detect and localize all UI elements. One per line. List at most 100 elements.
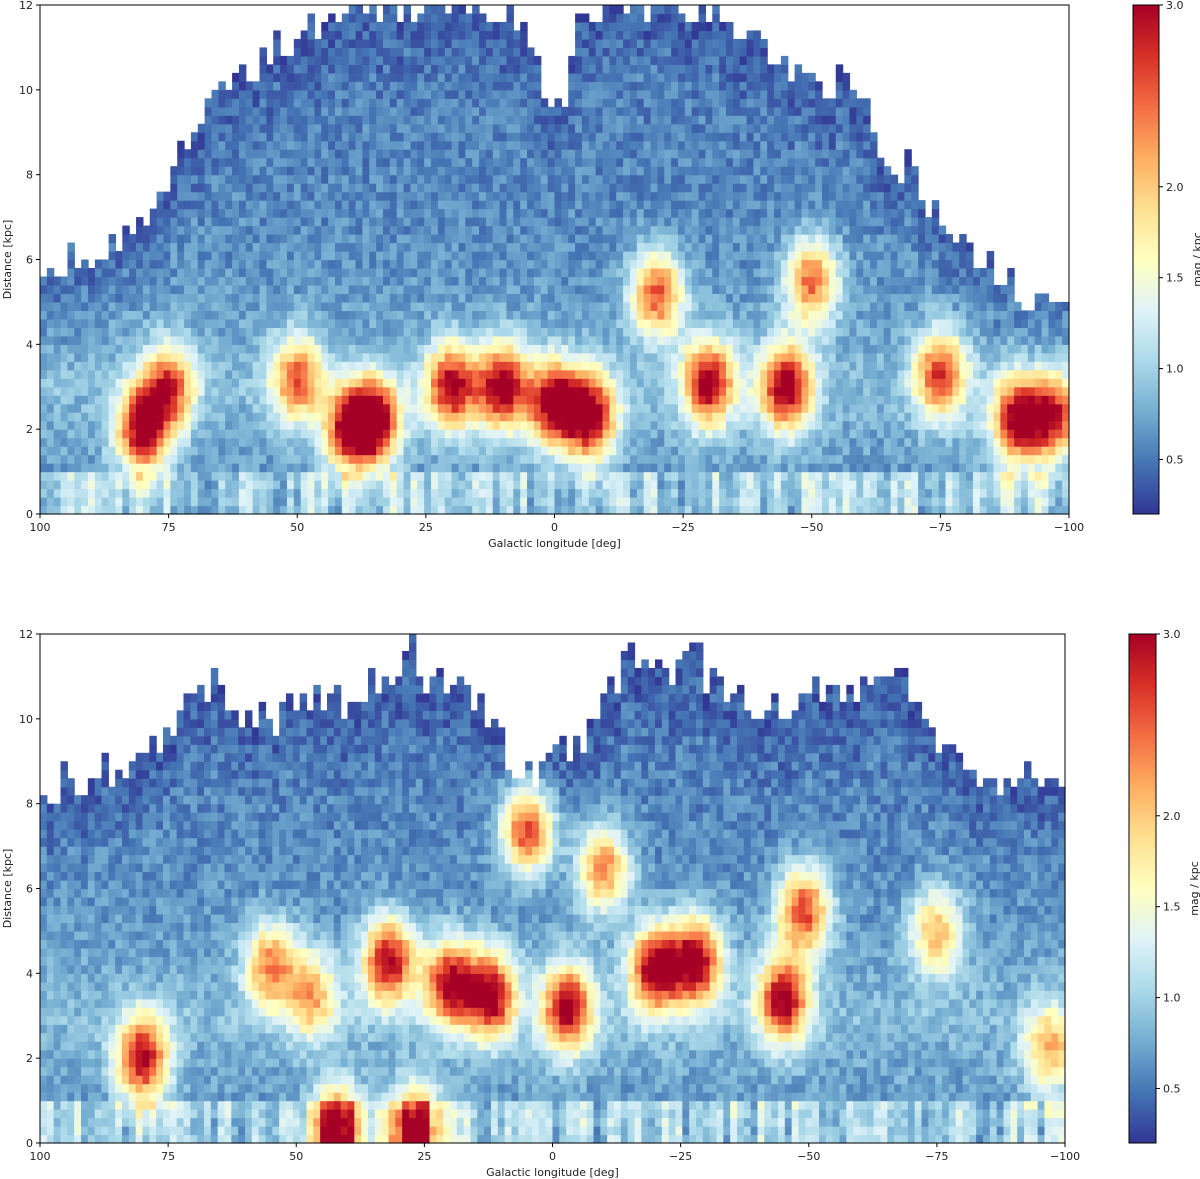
heatmap-cell [280, 352, 288, 362]
heatmap-cell [410, 217, 418, 227]
heatmap-cell [451, 166, 460, 176]
heatmap-cell [465, 446, 473, 456]
heatmap-cell [204, 157, 213, 167]
heatmap-cell [81, 259, 89, 269]
heatmap-cell [671, 327, 679, 337]
heatmap-cell [170, 369, 178, 379]
heatmap-cell [369, 369, 377, 379]
heatmap-cell [506, 335, 514, 345]
heatmap-cell [629, 47, 638, 57]
heatmap-cell [362, 454, 370, 464]
heatmap-cell [465, 335, 473, 345]
heatmap-cell [465, 115, 473, 125]
heatmap-cell [568, 106, 576, 116]
heatmap-cell [616, 284, 624, 295]
heatmap-cell [273, 47, 281, 57]
heatmap-cell [245, 429, 254, 439]
heatmap-cell [396, 344, 405, 354]
heatmap-cell [527, 123, 535, 133]
heatmap-cell [238, 352, 247, 362]
heatmap-cell [122, 446, 130, 456]
heatmap-cell [533, 72, 542, 82]
heatmap-cell [479, 412, 487, 422]
heatmap-cell [616, 259, 624, 269]
heatmap-cell [314, 403, 322, 413]
heatmap-cell [46, 471, 55, 481]
heatmap-cell [595, 352, 604, 362]
heatmap-cell [273, 284, 281, 295]
heatmap-cell [513, 403, 521, 413]
heatmap-cell [581, 115, 590, 125]
heatmap-cell [362, 81, 370, 91]
heatmap-cell [293, 386, 302, 396]
heatmap-cell [389, 386, 398, 396]
heatmap-cell [300, 369, 309, 379]
heatmap-cell [527, 267, 535, 278]
heatmap-cell [369, 361, 377, 371]
heatmap-cell [629, 149, 638, 159]
heatmap-cell [561, 403, 569, 413]
heatmap-cell [650, 64, 658, 74]
heatmap-cell [403, 166, 412, 176]
heatmap-cell [417, 386, 425, 396]
heatmap-cell [472, 480, 480, 490]
heatmap-cell [575, 446, 583, 456]
heatmap-cell [307, 259, 315, 269]
heatmap-cell [431, 267, 439, 278]
heatmap-cell [410, 115, 418, 125]
heatmap-cell [211, 480, 219, 490]
heatmap-cell [389, 488, 398, 498]
heatmap-cell [245, 259, 254, 269]
heatmap-cell [67, 437, 75, 447]
heatmap-cell [403, 378, 412, 388]
heatmap-cell [245, 420, 254, 430]
heatmap-cell [177, 140, 185, 150]
heatmap-cell [46, 403, 55, 413]
heatmap-cell [479, 174, 487, 184]
heatmap-cell [383, 166, 391, 176]
heatmap-cell [328, 225, 336, 235]
heatmap-cell [609, 89, 617, 99]
heatmap-cell [684, 327, 693, 337]
heatmap-cell [650, 191, 658, 201]
heatmap-cell [396, 132, 405, 142]
heatmap-cell [286, 208, 295, 218]
heatmap-cell [362, 378, 370, 388]
heatmap-cell [334, 38, 343, 49]
heatmap-cell [636, 284, 645, 295]
heatmap-cell [561, 344, 569, 354]
heatmap-cell [499, 386, 508, 396]
heatmap-cell [451, 64, 460, 74]
heatmap-cell [383, 446, 391, 456]
heatmap-cell [527, 463, 535, 473]
heatmap-cell [554, 123, 562, 133]
heatmap-cell [389, 284, 398, 295]
heatmap-cell [170, 361, 178, 371]
heatmap-cell [691, 30, 700, 40]
heatmap-cell [280, 157, 288, 167]
heatmap-cell [142, 395, 151, 405]
heatmap-cell [252, 454, 261, 464]
heatmap-cell [94, 267, 103, 278]
heatmap-cell [616, 64, 624, 74]
heatmap-cell [444, 183, 453, 193]
heatmap-cell [232, 115, 240, 125]
heatmap-cell [554, 276, 562, 286]
heatmap-cell [527, 234, 535, 244]
heatmap-cell [479, 378, 487, 388]
heatmap-cell [142, 267, 151, 278]
heatmap-cell [527, 106, 535, 116]
heatmap-cell [307, 174, 315, 184]
heatmap-cell [410, 174, 418, 184]
heatmap-cell [60, 395, 69, 405]
heatmap-cell [629, 293, 638, 303]
heatmap-cell [197, 395, 206, 405]
heatmap-cell [81, 386, 89, 396]
heatmap-cell [684, 259, 693, 269]
heatmap-cell [588, 361, 597, 371]
heatmap-cell [568, 132, 576, 142]
heatmap-cell [602, 132, 610, 142]
heatmap-cell [163, 284, 171, 295]
heatmap-cell [561, 166, 569, 176]
heatmap-cell [369, 191, 377, 201]
